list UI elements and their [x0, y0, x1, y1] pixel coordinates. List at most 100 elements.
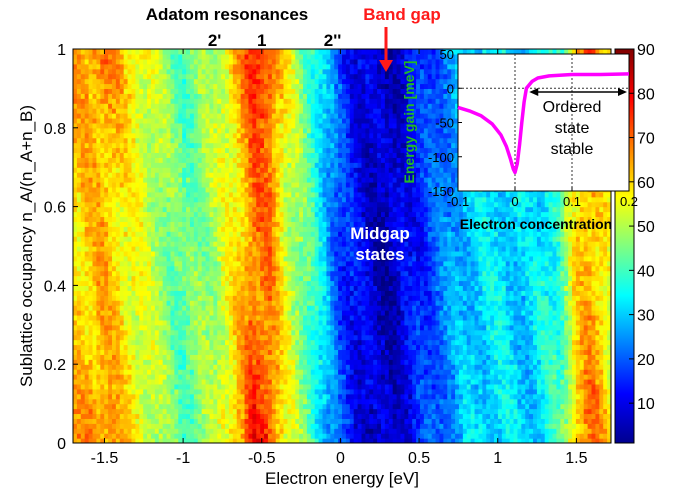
heatmap-cell	[400, 354, 405, 360]
heatmap-cell	[494, 339, 499, 346]
heatmap-cell	[303, 438, 308, 443]
heatmap-cell	[182, 300, 187, 306]
heatmap-cell	[221, 344, 226, 351]
heatmap-cell	[599, 383, 604, 390]
heatmap-cell	[470, 285, 476, 291]
heatmap-cell	[505, 319, 511, 326]
heatmap-cell	[115, 310, 121, 316]
heatmap-cell	[158, 383, 164, 390]
heatmap-cell	[310, 285, 316, 291]
heatmap-cell	[260, 344, 265, 351]
heatmap-cell	[193, 408, 199, 415]
heatmap-cell	[388, 354, 394, 360]
heatmap-cell	[447, 290, 452, 296]
heatmap-cell	[494, 295, 499, 301]
heatmap-cell	[170, 423, 175, 429]
heatmap-cell	[170, 260, 175, 267]
heatmap-cell	[412, 354, 417, 360]
heatmap-cell	[377, 310, 382, 316]
heatmap-cell	[419, 265, 425, 272]
heatmap-cell	[111, 334, 117, 341]
heatmap-cell	[154, 383, 160, 390]
heatmap-cell	[295, 403, 300, 410]
heatmap-cell	[170, 378, 175, 385]
heatmap-cell	[135, 408, 140, 415]
heatmap-cell	[76, 285, 82, 291]
heatmap-cell	[240, 319, 246, 326]
heatmap-cell	[217, 339, 222, 346]
heatmap-cell	[380, 408, 386, 415]
heatmap-cell	[182, 388, 187, 395]
heatmap-cell	[462, 374, 468, 380]
heatmap-cell	[271, 290, 277, 296]
heatmap-cell	[80, 413, 86, 419]
heatmap-cell	[552, 393, 558, 400]
heatmap-cell	[123, 393, 129, 400]
heatmap-cell	[583, 290, 589, 296]
heatmap-cell	[435, 433, 441, 439]
heatmap-cell	[377, 403, 382, 410]
heatmap-cell	[342, 349, 347, 355]
heatmap-cell	[357, 349, 363, 355]
heatmap-cell	[521, 428, 526, 434]
heatmap-cell	[373, 329, 378, 336]
heatmap-cell	[490, 428, 495, 434]
heatmap-cell	[591, 374, 597, 380]
heatmap-cell	[517, 383, 522, 390]
heatmap-cell	[279, 364, 285, 370]
heatmap-cell	[587, 295, 593, 301]
heatmap-cell	[560, 364, 565, 370]
heatmap-cell	[111, 314, 117, 321]
heatmap-cell	[560, 314, 565, 321]
heatmap-cell	[552, 438, 558, 443]
heatmap-cell	[326, 339, 331, 346]
heatmap-cell	[80, 324, 86, 331]
heatmap-cell	[158, 324, 164, 331]
heatmap-cell	[494, 423, 499, 429]
heatmap-cell	[490, 383, 495, 390]
heatmap-cell	[96, 364, 101, 370]
heatmap-cell	[392, 265, 398, 272]
heatmap-cell	[127, 403, 133, 410]
heatmap-cell	[357, 433, 363, 439]
heatmap-cell	[178, 285, 183, 291]
heatmap-cell	[560, 280, 565, 286]
heatmap-cell	[88, 433, 94, 439]
heatmap-cell	[326, 378, 331, 385]
heatmap-cell	[275, 305, 281, 311]
heatmap-cell	[556, 339, 561, 346]
heatmap-cell	[404, 275, 409, 282]
heatmap-cell	[186, 339, 191, 346]
heatmap-cell	[147, 275, 152, 282]
heatmap-cell	[447, 378, 452, 385]
heatmap-cell	[279, 378, 285, 385]
heatmap-cell	[299, 364, 304, 370]
heatmap-cell	[458, 398, 464, 405]
heatmap-cell	[135, 438, 140, 443]
heatmap-cell	[513, 300, 519, 306]
heatmap-cell	[587, 398, 593, 405]
heatmap-cell	[416, 359, 421, 365]
heatmap-cell	[88, 378, 94, 385]
heatmap-cell	[147, 388, 152, 395]
heatmap-cell	[271, 314, 277, 321]
heatmap-cell	[287, 438, 292, 443]
heatmap-cell	[209, 275, 214, 282]
heatmap-cell	[100, 349, 105, 355]
heatmap-cell	[548, 438, 554, 443]
heatmap-cell	[147, 285, 152, 291]
heatmap-cell	[189, 314, 195, 321]
heatmap-cell	[517, 329, 522, 336]
heatmap-cell	[306, 428, 312, 434]
heatmap-cell	[326, 285, 331, 291]
heatmap-cell	[221, 408, 226, 415]
heatmap-cell	[486, 310, 491, 316]
heatmap-cell	[201, 339, 207, 346]
heatmap-cell	[283, 265, 289, 272]
heatmap-cell	[490, 408, 495, 415]
heatmap-cell	[517, 305, 522, 311]
heatmap-cell	[174, 403, 179, 410]
heatmap-cell	[221, 393, 226, 400]
heatmap-cell	[533, 344, 538, 351]
heatmap-cell	[291, 324, 296, 331]
